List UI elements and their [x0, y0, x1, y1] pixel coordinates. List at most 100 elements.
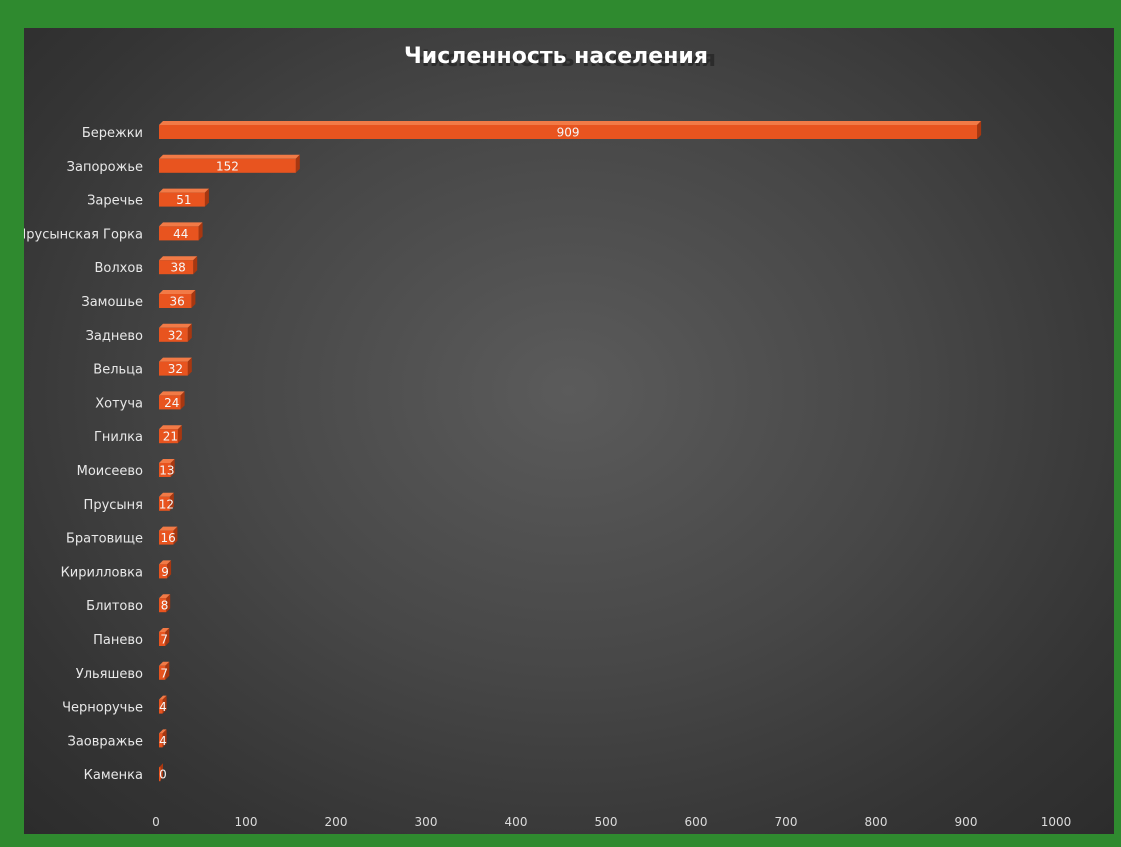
- x-tick-label: 0: [152, 815, 160, 829]
- bar: [159, 290, 196, 308]
- data-label: 9: [161, 565, 169, 579]
- chart-title: Численность населения: [404, 44, 708, 69]
- bar-front-face: [159, 699, 163, 714]
- category-label: Гнилка: [94, 430, 143, 445]
- bar-side-face: [187, 323, 192, 342]
- bar-front-face: [159, 665, 166, 680]
- bar-top-face: [159, 729, 167, 734]
- bar: [159, 695, 167, 714]
- data-label: 32: [168, 328, 183, 342]
- bar: [159, 661, 170, 680]
- x-tick-label: 300: [415, 815, 438, 829]
- bar-front-face: [159, 463, 171, 477]
- data-label: 21: [163, 430, 178, 444]
- bar: [159, 763, 163, 782]
- data-label: 13: [159, 464, 174, 478]
- bar-top-face: [159, 154, 300, 159]
- bar-side-face: [198, 222, 203, 241]
- data-label: 0: [159, 768, 167, 782]
- chart-title-shadow: Численность населения: [412, 47, 716, 72]
- category-label: Запорожье: [67, 160, 143, 175]
- bar-front-face: [159, 361, 188, 376]
- bar-front-face: [159, 429, 178, 444]
- x-tick-label: 900: [955, 815, 978, 829]
- bar-top-face: [159, 594, 171, 599]
- bar: [159, 121, 982, 139]
- bar-side-face: [180, 391, 185, 410]
- bar-top-face: [159, 661, 170, 666]
- bar-front-face: [159, 192, 205, 207]
- x-tick-label: 600: [685, 815, 708, 829]
- bar: [159, 391, 185, 410]
- bar: [159, 628, 170, 646]
- x-tick-label: 1000: [1041, 815, 1072, 829]
- bar-side-face: [170, 459, 175, 477]
- data-label: 152: [216, 159, 239, 173]
- bar-side-face: [165, 661, 170, 680]
- bar-side-face: [295, 154, 300, 173]
- category-label: Прусынская Горка: [24, 227, 143, 242]
- bar: [159, 526, 178, 545]
- bar: [159, 492, 174, 511]
- bar-front-face: [159, 226, 199, 241]
- bar: [159, 459, 175, 477]
- bar-series: [159, 121, 982, 782]
- bar-front-face: [159, 125, 978, 139]
- bar-top-face: [159, 560, 172, 565]
- bar-side-face: [167, 560, 172, 579]
- bar: [159, 729, 167, 748]
- bar-front-face: [159, 294, 192, 308]
- data-label: 32: [168, 362, 183, 376]
- bar: [159, 357, 192, 376]
- bar: [159, 256, 198, 275]
- bar-side-face: [204, 188, 209, 207]
- category-label: Блитово: [86, 599, 143, 614]
- data-label: 4: [159, 734, 167, 748]
- bar-front-face: [159, 327, 188, 342]
- data-label: 909: [557, 126, 580, 140]
- bar-side-face: [173, 526, 178, 545]
- data-label: 7: [160, 666, 168, 680]
- bar: [159, 425, 182, 444]
- bar-side-face: [162, 695, 167, 714]
- bar-top-face: [159, 222, 203, 227]
- chart-panel: Численность населения Численность населе…: [24, 28, 1114, 834]
- bar-top-face: [159, 459, 175, 463]
- x-axis-tick-labels: 0 100 200 300 400 500 600 700 800 900 1000: [152, 815, 1071, 829]
- x-tick-label: 700: [775, 815, 798, 829]
- category-label: Хотуча: [95, 396, 143, 411]
- bar-top-face: [159, 492, 174, 497]
- bar: [159, 594, 171, 613]
- bar-front-face: [159, 496, 170, 511]
- category-label: Волхов: [95, 261, 144, 276]
- bar-chart: Численность населения Численность населе…: [24, 44, 1071, 829]
- bar-top-face: [159, 357, 192, 362]
- bar: [159, 154, 300, 173]
- bar-side-face: [193, 256, 198, 275]
- category-label: Панево: [93, 633, 143, 648]
- x-tick-label: 800: [865, 815, 888, 829]
- bar-front-face: [159, 564, 168, 579]
- bar-front-face: [159, 260, 194, 275]
- category-label: Братовище: [66, 532, 143, 547]
- data-label: 7: [160, 633, 168, 647]
- bar-side-face: [169, 492, 174, 511]
- bar-side-face: [177, 425, 182, 444]
- data-label: 4: [159, 700, 167, 714]
- bar-front-face: [159, 158, 296, 173]
- bar-side-face: [191, 290, 196, 308]
- data-label: 8: [161, 599, 169, 613]
- data-label: 24: [164, 396, 179, 410]
- bar-top-face: [159, 628, 170, 632]
- category-label: Черноручье: [62, 701, 143, 716]
- data-label: 16: [161, 531, 176, 545]
- bar-front-face: [159, 530, 174, 545]
- bar-side-face: [165, 628, 170, 646]
- bar: [159, 188, 209, 207]
- category-label: Заднево: [86, 329, 143, 344]
- category-label: Ульяшево: [76, 667, 143, 682]
- bar-top-face: [159, 121, 982, 125]
- data-label: 36: [170, 295, 185, 309]
